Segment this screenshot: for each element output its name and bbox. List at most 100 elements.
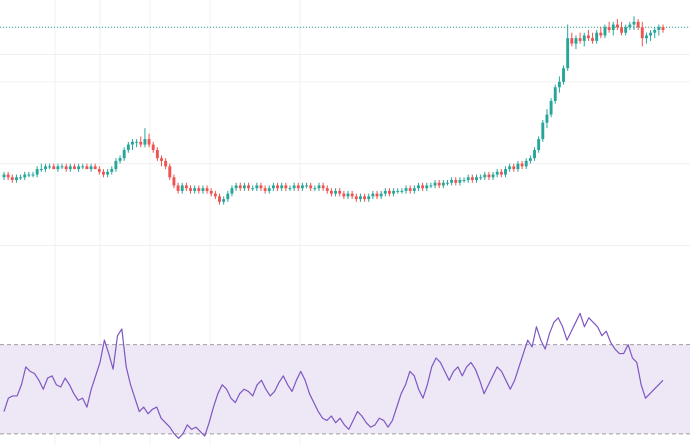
candle-up <box>334 190 338 194</box>
candle-up <box>255 185 259 189</box>
candle-up <box>549 100 553 115</box>
candle-down <box>52 166 56 170</box>
candle-down <box>309 185 313 189</box>
candle-up <box>2 174 6 178</box>
candle-down <box>259 185 263 189</box>
candle-up <box>632 21 636 25</box>
candle-up <box>537 139 541 150</box>
candle-down <box>421 185 425 189</box>
candle-up <box>582 35 586 41</box>
candle-up <box>574 38 578 44</box>
rsi-band-layer <box>0 344 690 435</box>
rsi-layer <box>3 312 664 439</box>
candle-up <box>131 141 134 145</box>
candle-down <box>586 35 590 39</box>
candle-down <box>147 139 151 145</box>
candle-down <box>375 193 379 197</box>
candle-down <box>350 193 354 197</box>
candle-up <box>516 163 520 170</box>
candle-up <box>242 185 246 189</box>
candle-up <box>106 171 110 175</box>
candle-up <box>533 150 536 159</box>
candle-up <box>251 188 255 190</box>
candle-up <box>230 188 234 194</box>
candle-up <box>504 169 507 175</box>
candle-up <box>292 185 296 189</box>
candle-down <box>139 141 143 145</box>
candle-up <box>110 169 114 172</box>
candle-up <box>27 174 31 176</box>
candle-down <box>570 38 574 44</box>
candle-down <box>408 188 412 191</box>
candle-up <box>43 166 47 170</box>
candle-up <box>358 196 362 200</box>
candle-up <box>81 166 85 168</box>
candle-down <box>454 180 458 183</box>
candle-up <box>553 87 557 101</box>
candle-up <box>367 196 371 200</box>
candle-down <box>661 27 665 30</box>
candle-up <box>653 30 657 33</box>
candle-up <box>280 185 284 189</box>
candle-down <box>102 171 105 175</box>
candle-up <box>392 190 396 194</box>
candle-down <box>189 188 192 191</box>
candle-up <box>48 166 52 168</box>
candle-down <box>296 185 300 189</box>
candle-up <box>346 193 350 197</box>
candle-up <box>383 190 387 194</box>
candle-down <box>599 32 603 36</box>
candle-up <box>466 177 470 180</box>
candle-up <box>657 27 661 30</box>
candle-up <box>68 166 72 170</box>
candle-down <box>338 190 342 194</box>
candle-up <box>122 150 126 159</box>
candle-down <box>6 174 10 178</box>
candle-down <box>284 185 288 189</box>
candle-up <box>441 182 445 186</box>
candle-down <box>636 21 640 28</box>
candle-up <box>114 160 118 170</box>
candle-down <box>85 166 89 170</box>
candle-up <box>19 177 23 179</box>
candle-up <box>35 169 39 175</box>
candle-up <box>417 185 420 189</box>
candle-down <box>470 177 474 180</box>
candle-down <box>363 196 367 200</box>
candle-up <box>222 199 226 202</box>
candle-down <box>218 196 221 202</box>
candle-up <box>524 160 528 167</box>
candle-up <box>644 35 648 39</box>
candle-down <box>197 188 201 191</box>
candle-up <box>541 122 545 140</box>
candle-up <box>300 185 304 189</box>
candle-up <box>234 185 238 189</box>
candle-down <box>520 163 524 167</box>
candle-up <box>458 180 462 183</box>
candle-up <box>462 180 466 181</box>
candle-down <box>640 27 644 39</box>
candle-up <box>479 177 483 179</box>
candle-down <box>512 166 516 170</box>
candle-up <box>508 166 512 170</box>
candle-up <box>624 27 628 33</box>
candle-up <box>603 27 607 36</box>
candle-down <box>263 188 267 191</box>
candle-down <box>64 166 68 170</box>
candle-up <box>528 158 532 161</box>
candle-up <box>649 32 653 36</box>
candle-up <box>404 188 408 191</box>
candles-layer <box>2 16 665 205</box>
candle-up <box>201 188 205 191</box>
candle-down <box>325 188 329 191</box>
candle-up <box>313 188 317 190</box>
candle-down <box>93 166 97 170</box>
candle-down <box>388 190 391 194</box>
candle-up <box>545 114 549 123</box>
candle-up <box>226 193 230 200</box>
candle-up <box>31 174 35 176</box>
candle-up <box>425 185 429 189</box>
candle-up <box>56 166 60 170</box>
